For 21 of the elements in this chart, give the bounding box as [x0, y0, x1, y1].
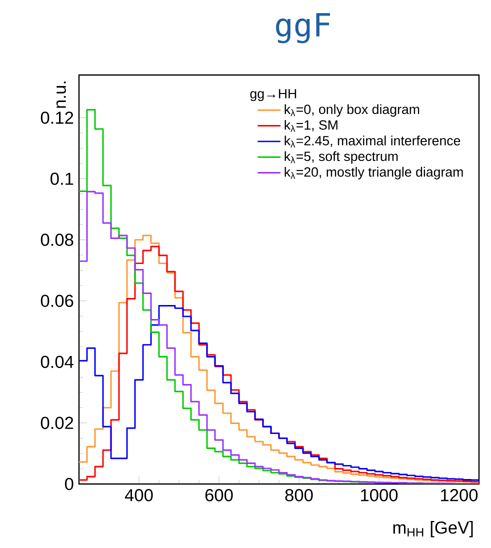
x-tick-label: 1200	[441, 489, 478, 502]
y-tick-label: 0	[64, 478, 74, 490]
legend-label: k$_{λ}$=20, mostly triangle diagram	[284, 166, 463, 180]
x-tick-label: 400	[124, 489, 153, 502]
x-tick-label: 600	[205, 489, 233, 502]
y-tick-label: 0.08	[40, 234, 74, 246]
legend-label: k$_{λ}$=1, SM	[284, 120, 338, 132]
chart-title: ggF	[276, 13, 330, 44]
x-axis-title: m$_{HH}$ [GeV]	[393, 521, 473, 538]
y-axis-title: n.u.	[56, 82, 66, 108]
x-tick-label: 1000	[361, 489, 398, 502]
legend-label: k$_{λ}$=0, only box diagram	[284, 104, 420, 117]
y-tick-label: 0.06	[40, 294, 74, 307]
y-tick-label: 0.1	[50, 172, 74, 185]
legend-title: gg→HH	[250, 89, 296, 102]
legend-label: k$_{λ}$=5, soft spectrum	[284, 151, 398, 164]
y-tick-label: 0.12	[40, 112, 74, 124]
y-tick-label: 0.04	[40, 356, 74, 368]
y-tick-label: 0.02	[40, 416, 74, 430]
legend-label: k$_{λ}$=2.45, maximal interference	[284, 136, 460, 148]
x-tick-label: 800	[285, 489, 313, 502]
